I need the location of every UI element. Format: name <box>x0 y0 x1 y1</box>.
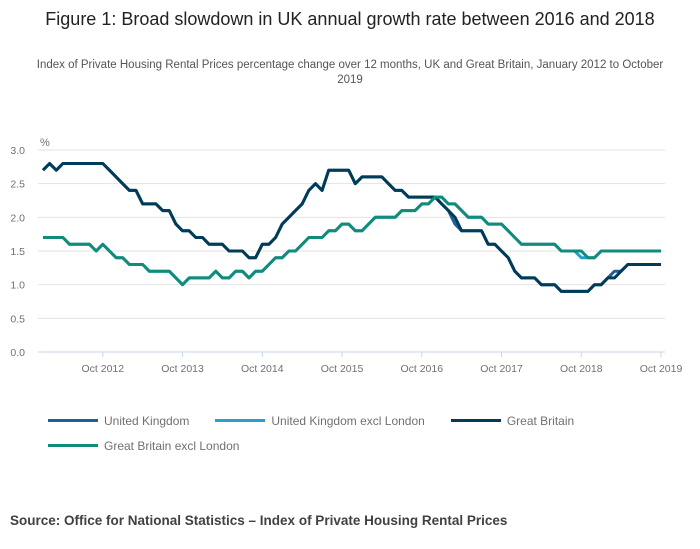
y-tick-label: 0.5 <box>10 313 25 325</box>
y-axis: 0.0 0.5 1.0 1.5 2.0 2.5 3.0 <box>10 145 25 359</box>
legend-item[interactable]: United Kingdom <box>48 408 189 433</box>
x-tick-label: Oct 2018 <box>560 363 603 375</box>
source-note: Source: Office for National Statistics –… <box>10 513 508 528</box>
legend-label: Great Britain <box>506 413 575 428</box>
y-tick-label: 0.0 <box>10 347 25 359</box>
legend-item[interactable]: Great Britain excl London <box>48 433 239 458</box>
legend-swatch <box>48 419 98 422</box>
line-chart: 0.00.51.01.52.02.53.0 Oct 2012 Oct 2013 Oc… <box>10 137 682 375</box>
x-tick-label: Oct 2017 <box>480 363 523 375</box>
x-tick-label: Oct 2014 <box>241 363 284 375</box>
y-axis-label: % <box>40 137 50 149</box>
series-line-great-britain <box>41 162 661 293</box>
legend-swatch <box>48 444 98 447</box>
chart-title: Figure 1: Broad slowdown in UK annual gr… <box>45 9 655 29</box>
x-tick-label: Oct 2019 <box>640 363 683 375</box>
legend-item[interactable]: Great Britain <box>450 408 575 433</box>
legend: United Kingdom United Kingdom excl London… <box>48 408 668 458</box>
legend-item[interactable]: United Kingdom excl London <box>215 408 425 433</box>
x-axis: Oct 2012 Oct 2013 Oct 2014 Oct 2015 Oct 2016… <box>81 352 682 375</box>
legend-label: Great Britain excl London <box>104 438 240 453</box>
series-line-great-britain-excl-london <box>43 195 661 287</box>
legend-swatch <box>450 419 501 422</box>
x-tick-label: Oct 2015 <box>321 363 364 375</box>
x-tick-label: Oct 2013 <box>161 363 204 375</box>
legend-label: United Kingdom excl London <box>271 413 425 428</box>
series-line-united-kingdom-excl-london <box>43 195 661 287</box>
y-tick-label: 2.5 <box>10 179 25 191</box>
y-tick-label: 2.0 <box>10 212 25 224</box>
y-tick-label: 3.0 <box>10 145 25 157</box>
x-tick-label: Oct 2016 <box>400 363 443 375</box>
x-tick-label: Oct 2012 <box>81 363 124 375</box>
y-tick-label: 1.0 <box>10 280 25 292</box>
legend-label: United Kingdom <box>104 413 190 428</box>
series-lines <box>41 162 661 293</box>
y-tick-label: 1.5 <box>10 246 25 258</box>
legend-swatch <box>215 419 266 422</box>
chart-subtitle: Index of Private Housing Rental Prices p… <box>36 59 664 86</box>
